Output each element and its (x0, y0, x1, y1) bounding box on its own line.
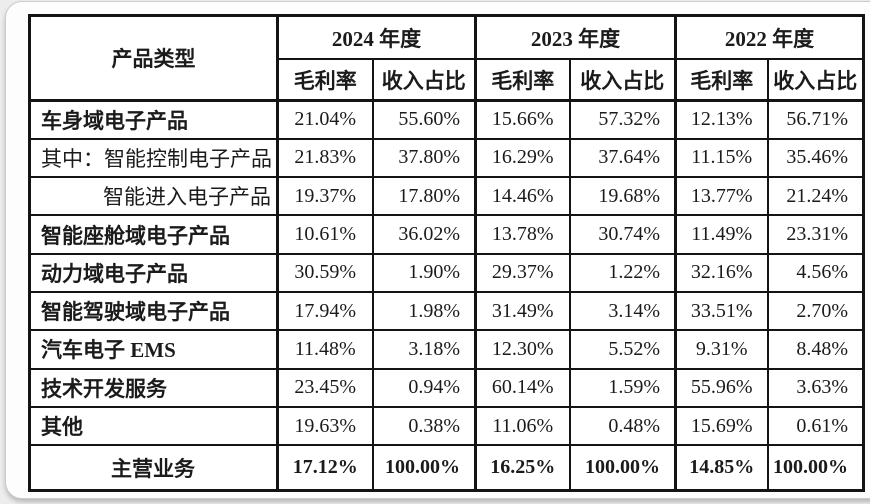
document-card: 产品类型 2024 年度 2023 年度 2022 年度 毛利率 收入占比 毛利… (5, 1, 870, 499)
gross-margin-cell: 10.61% (276, 214, 374, 255)
revenue-share-cell: 56.71% (766, 99, 865, 140)
year-header-2024: 2024 年度 (276, 14, 477, 60)
table-header: 产品类型 2024 年度 2023 年度 2022 年度 毛利率 收入占比 毛利… (28, 14, 865, 102)
revenue-share-cell: 100.00% (371, 444, 477, 492)
table-row: 智能进入电子产品 19.37% 17.80% 14.46% 19.68% 13.77% 2… (28, 176, 865, 217)
revenue-share-cell: 100.00% (568, 444, 677, 492)
gross-margin-cell: 14.85% (674, 444, 769, 492)
row-label: 智能驾驶域电子产品 (28, 290, 279, 332)
gross-margin-cell: 11.15% (674, 137, 769, 179)
revenue-share-cell: 1.59% (568, 367, 677, 408)
year-header-2023: 2023 年度 (474, 14, 677, 60)
gross-margin-cell: 9.31% (674, 329, 769, 370)
header-gross-margin-2023: 毛利率 (474, 58, 571, 102)
revenue-share-cell: 2.70% (766, 290, 865, 332)
row-label: 车身域电子产品 (28, 99, 279, 140)
table-body: 车身域电子产品 21.04% 55.60% 15.66% 57.32% 12.13% 56… (28, 99, 865, 492)
header-revenue-share-2023: 收入占比 (568, 58, 677, 102)
gross-margin-cell: 33.51% (674, 290, 769, 332)
financial-table: 产品类型 2024 年度 2023 年度 2022 年度 毛利率 收入占比 毛利… (28, 14, 865, 493)
gross-margin-cell: 16.25% (474, 444, 571, 492)
revenue-share-cell: 57.32% (568, 99, 677, 140)
gross-margin-cell: 21.04% (276, 99, 374, 140)
row-label: 汽车电子 EMS (28, 329, 279, 370)
row-label: 动力域电子产品 (28, 252, 279, 293)
gross-margin-cell: 30.59% (276, 252, 374, 293)
metric-header-row: 毛利率 收入占比 毛利率 收入占比 毛利率 收入占比 (30, 58, 865, 102)
table-row: 技术开发服务 23.45% 0.94% 60.14% 1.59% 55.96% 3.63% (28, 367, 865, 408)
gross-margin-cell: 17.12% (276, 444, 374, 492)
header-gross-margin-2022: 毛利率 (674, 58, 769, 102)
revenue-share-cell: 37.64% (568, 137, 677, 179)
gross-margin-cell: 17.94% (276, 290, 374, 332)
gross-margin-cell: 14.46% (474, 176, 571, 217)
revenue-share-cell: 0.38% (371, 405, 477, 447)
gross-margin-cell: 11.49% (674, 214, 769, 255)
revenue-share-cell: 55.60% (371, 99, 477, 140)
revenue-share-cell: 4.56% (766, 252, 865, 293)
row-label: 技术开发服务 (28, 367, 279, 408)
revenue-share-cell: 8.48% (766, 329, 865, 370)
table-row: 动力域电子产品 30.59% 1.90% 29.37% 1.22% 32.16% 4.56… (28, 252, 865, 293)
table-row: 智能驾驶域电子产品 17.94% 1.98% 31.49% 3.14% 33.51% 2.… (28, 290, 865, 332)
gross-margin-cell: 29.37% (474, 252, 571, 293)
row-label: 智能座舱域电子产品 (28, 214, 279, 255)
gross-margin-cell: 11.06% (474, 405, 571, 447)
gross-margin-cell: 15.66% (474, 99, 571, 140)
corner-header-product-type: 产品类型 (28, 14, 279, 102)
gross-margin-cell: 23.45% (276, 367, 374, 408)
revenue-share-cell: 0.61% (766, 405, 865, 447)
gross-margin-cell: 19.63% (276, 405, 374, 447)
gross-margin-cell: 19.37% (276, 176, 374, 217)
table-row: 智能座舱域电子产品 10.61% 36.02% 13.78% 30.74% 11.49%… (28, 214, 865, 255)
table-row: 车身域电子产品 21.04% 55.60% 15.66% 57.32% 12.13% 56… (28, 99, 865, 140)
row-label: 其中：智能控制电子产品 (28, 137, 279, 179)
gross-margin-cell: 31.49% (474, 290, 571, 332)
revenue-share-cell: 100.00% (766, 444, 865, 492)
revenue-share-cell: 30.74% (568, 214, 677, 255)
header-revenue-share-2022: 收入占比 (766, 58, 865, 102)
header-gross-margin-2024: 毛利率 (276, 58, 374, 102)
revenue-share-cell: 17.80% (371, 176, 477, 217)
gross-margin-cell: 16.29% (474, 137, 571, 179)
gross-margin-cell: 15.69% (674, 405, 769, 447)
revenue-share-cell: 21.24% (766, 176, 865, 217)
gross-margin-cell: 60.14% (474, 367, 571, 408)
revenue-share-cell: 19.68% (568, 176, 677, 217)
revenue-share-cell: 0.48% (568, 405, 677, 447)
revenue-share-cell: 3.14% (568, 290, 677, 332)
table-row: 其他 19.63% 0.38% 11.06% 0.48% 15.69% 0.61% (28, 405, 865, 447)
revenue-share-cell: 36.02% (371, 214, 477, 255)
revenue-share-cell: 5.52% (568, 329, 677, 370)
revenue-share-cell: 37.80% (371, 137, 477, 179)
gross-margin-cell: 13.77% (674, 176, 769, 217)
row-label: 其他 (28, 405, 279, 447)
year-header-2022: 2022 年度 (674, 14, 865, 60)
revenue-share-cell: 35.46% (766, 137, 865, 179)
gross-margin-cell: 13.78% (474, 214, 571, 255)
row-label: 主营业务 (28, 444, 279, 492)
gross-margin-cell: 55.96% (674, 367, 769, 408)
table-row: 主营业务 17.12% 100.00% 16.25% 100.00% 14.85% 100… (28, 444, 865, 492)
revenue-share-cell: 1.90% (371, 252, 477, 293)
gross-margin-cell: 21.83% (276, 137, 374, 179)
year-header-row: 产品类型 2024 年度 2023 年度 2022 年度 (28, 14, 865, 102)
revenue-share-cell: 23.31% (766, 214, 865, 255)
table-row: 其中：智能控制电子产品 21.83% 37.80% 16.29% 37.64% 11.1… (28, 137, 865, 179)
revenue-share-cell: 3.18% (371, 329, 477, 370)
gross-margin-cell: 32.16% (674, 252, 769, 293)
header-revenue-share-2024: 收入占比 (371, 58, 477, 102)
table-row: 汽车电子 EMS 11.48% 3.18% 12.30% 5.52% 9.31% 8.48… (28, 329, 865, 370)
revenue-share-cell: 1.22% (568, 252, 677, 293)
gross-margin-cell: 12.13% (674, 99, 769, 140)
revenue-share-cell: 0.94% (371, 367, 477, 408)
revenue-share-cell: 3.63% (766, 367, 865, 408)
row-label: 智能进入电子产品 (28, 176, 279, 217)
revenue-share-cell: 1.98% (371, 290, 477, 332)
gross-margin-cell: 11.48% (276, 329, 374, 370)
gross-margin-cell: 12.30% (474, 329, 571, 370)
